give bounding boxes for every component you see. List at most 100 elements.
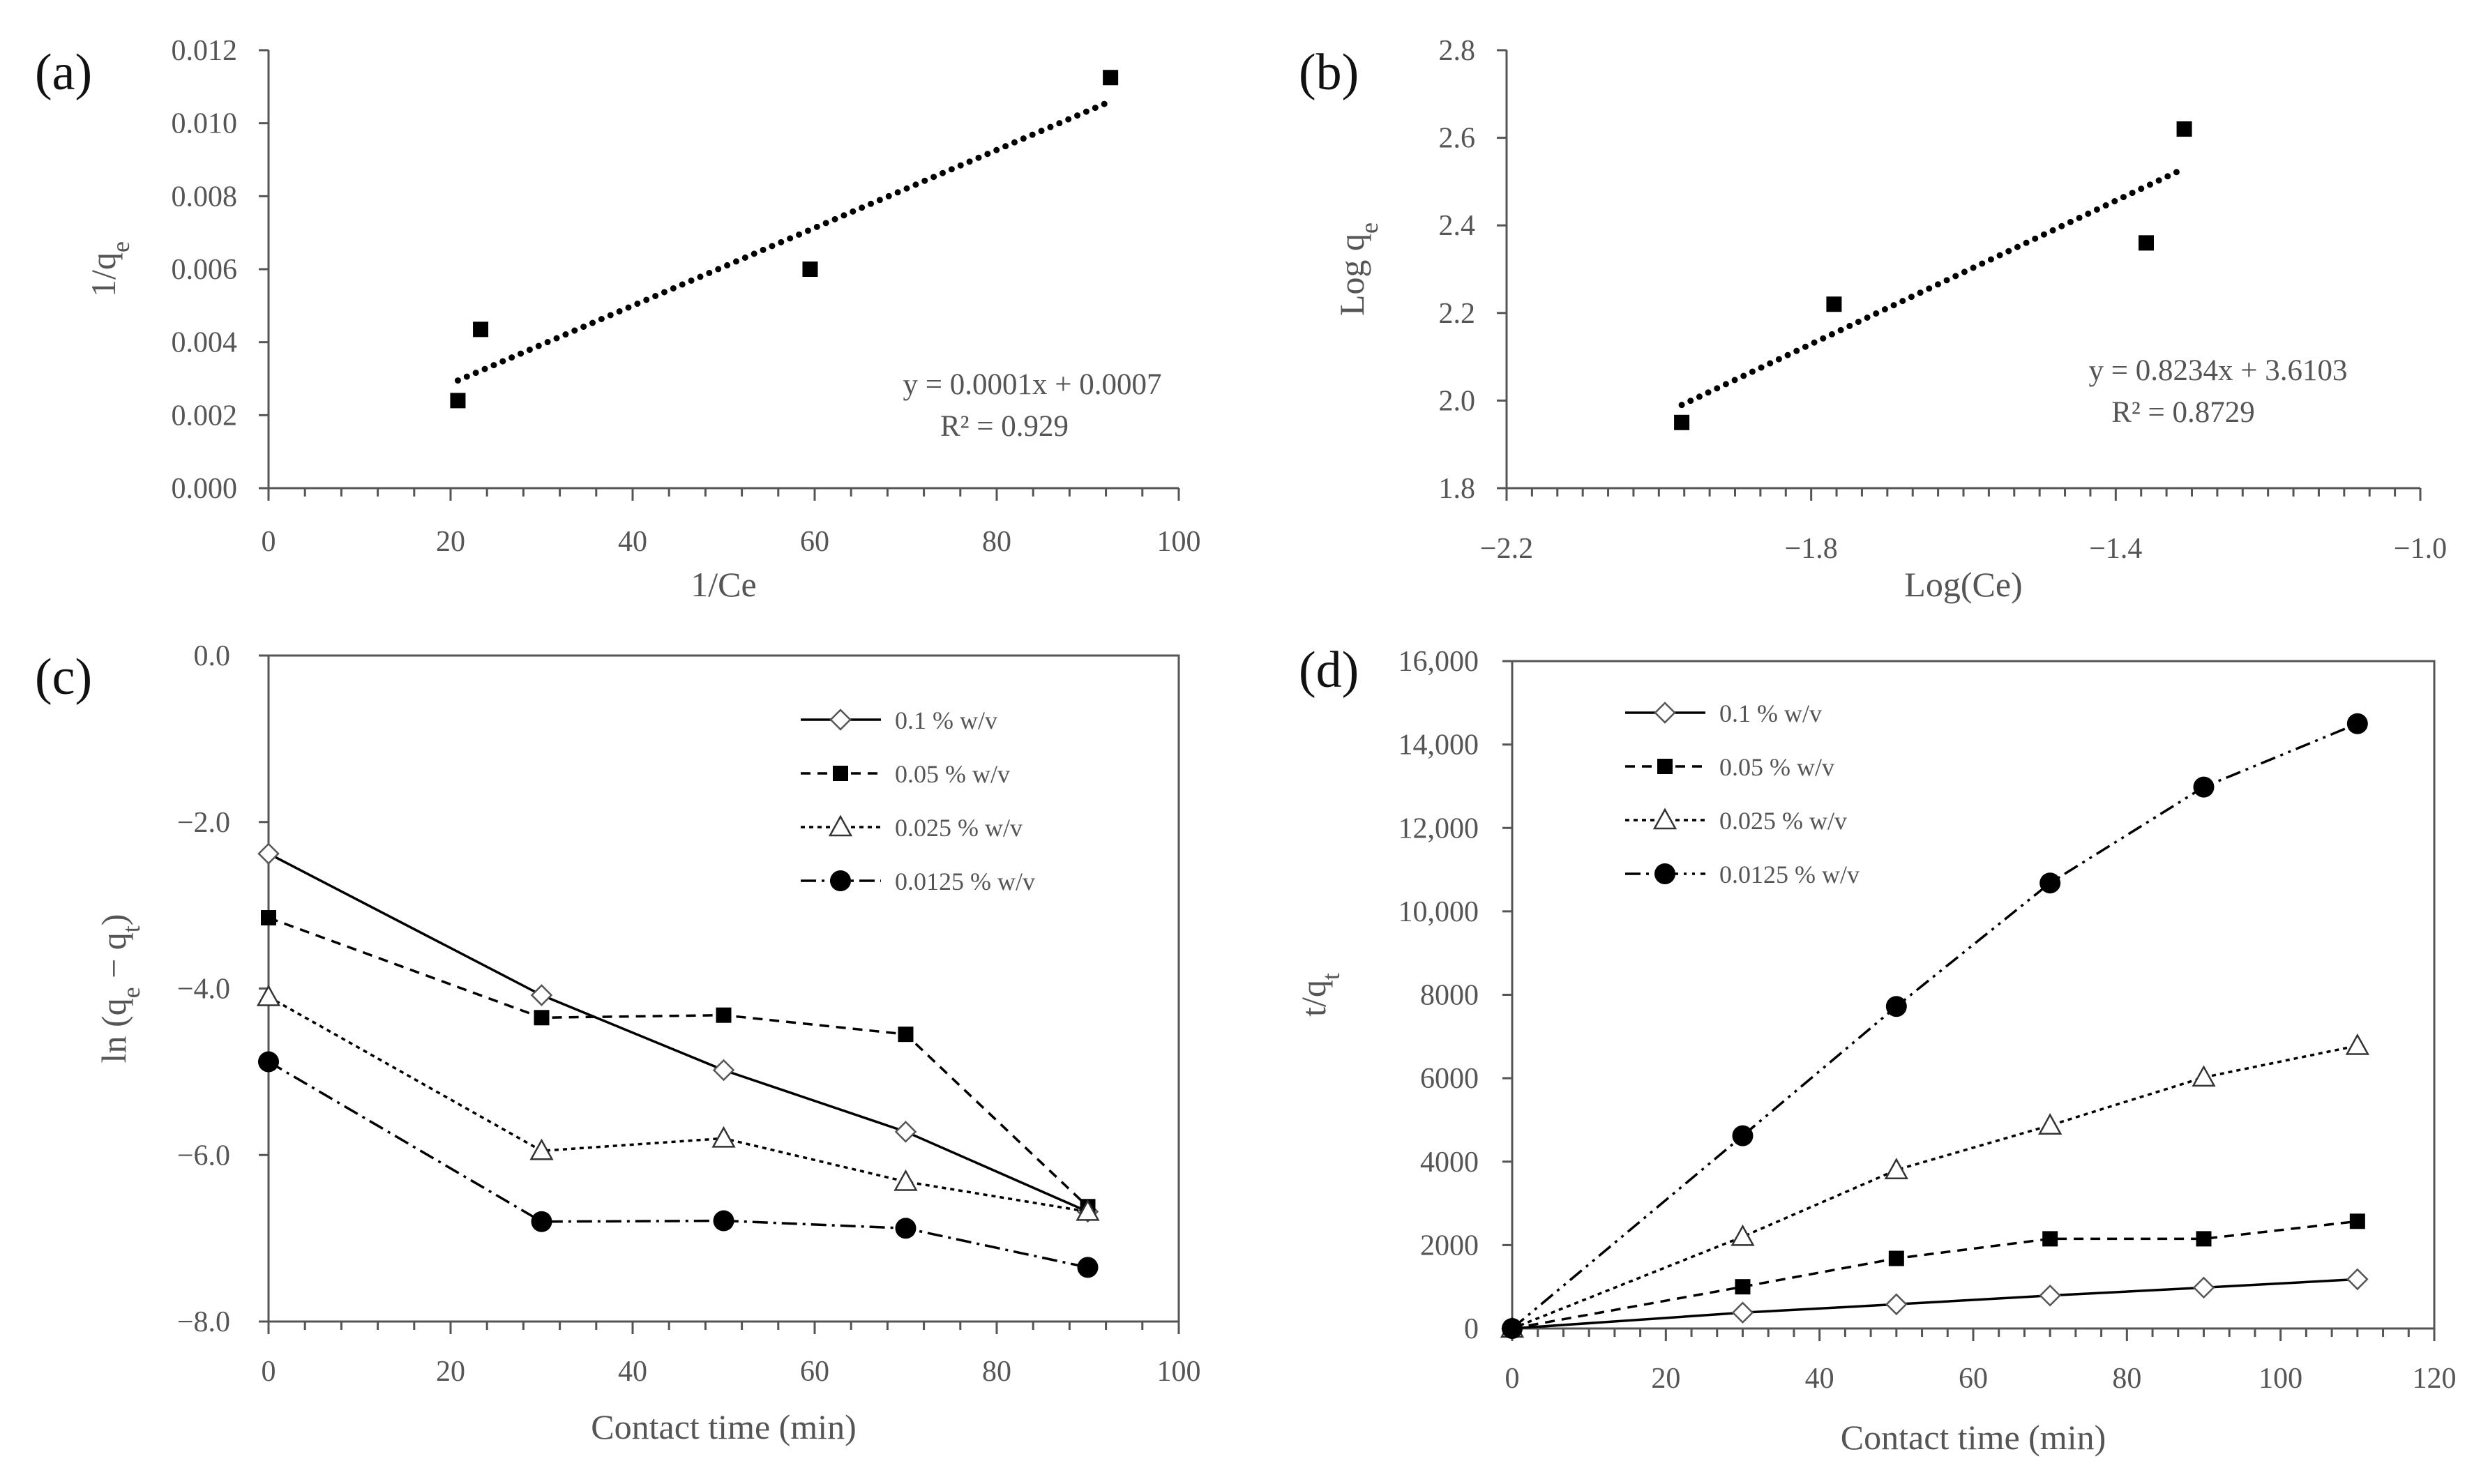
series-3-point <box>711 1126 736 1148</box>
data-point <box>1826 296 1842 312</box>
series-2-point <box>1888 1250 1904 1266</box>
data-point <box>450 393 466 409</box>
series-2-point <box>261 910 276 926</box>
y-tick-label: 0.0 <box>194 640 231 672</box>
y-tick-label: 16,000 <box>1398 646 1479 678</box>
x-tick-label: 20 <box>436 1356 465 1388</box>
data-point <box>1103 70 1119 86</box>
y-axis-label: t/qt <box>1294 973 1345 1017</box>
series-1-point <box>1885 1293 1908 1316</box>
x-tick-label: 100 <box>1157 526 1201 558</box>
series-line-1 <box>1511 1278 2358 1330</box>
x-tick-label: 60 <box>800 526 829 558</box>
x-axis-label: 1/Ce <box>691 565 756 604</box>
y-tick-label: 0.010 <box>172 108 238 140</box>
series-3-point <box>1730 1224 1755 1246</box>
y-tick-label: 10,000 <box>1398 896 1479 928</box>
series-3-point <box>529 1138 554 1160</box>
series-line-2 <box>1511 1220 2358 1330</box>
series-4-point <box>2193 776 2215 798</box>
series-3-point <box>2192 1065 2216 1087</box>
x-tick-label: 20 <box>1651 1363 1680 1395</box>
y-axis-label: 1/qe <box>84 241 135 297</box>
series-2-point <box>2042 1231 2058 1247</box>
x-axis-label: Contact time (min) <box>591 1407 856 1446</box>
panel-label: (b) <box>1299 44 1359 101</box>
y-tick-label: −8.0 <box>177 1306 230 1338</box>
y-tick-label: 8000 <box>1420 980 1479 1012</box>
legend-label: 0.1 % w/v <box>1719 699 1822 727</box>
y-tick-label: 12,000 <box>1398 812 1479 845</box>
data-point <box>802 262 818 277</box>
y-tick-label: 0 <box>1464 1313 1479 1345</box>
x-tick-label: 40 <box>618 526 647 558</box>
y-tick-label: 4000 <box>1420 1146 1479 1179</box>
series-4-point <box>1885 996 1907 1017</box>
x-tick-label: 0 <box>262 1356 276 1388</box>
chart-panel-b: (b) 1.8 2.0 2.2 2.4 2.6 2.8 −2.2 −1.8 −1.4 −1.0 Log… <box>1299 35 2447 604</box>
series-1-point <box>257 842 280 865</box>
y-tick-label: 0.000 <box>172 473 238 505</box>
x-tick-label: −1.0 <box>2394 533 2447 565</box>
r-squared: R² = 0.8729 <box>2111 396 2255 429</box>
series-1-point <box>894 1121 917 1143</box>
data-point <box>2176 121 2192 137</box>
series-4-point <box>2039 872 2061 894</box>
series-1-point <box>2192 1276 2215 1299</box>
x-tick-label: 40 <box>618 1356 647 1388</box>
y-tick-label: 14,000 <box>1398 729 1479 762</box>
x-tick-label: 80 <box>982 526 1011 558</box>
x-tick-label: 100 <box>1157 1356 1201 1388</box>
series-3-point <box>2345 1033 2369 1055</box>
legend-marker <box>828 815 853 837</box>
series-2-point <box>898 1027 914 1043</box>
series-2-point <box>2349 1213 2365 1229</box>
series-2-point <box>716 1007 732 1023</box>
legend-label: 0.0125 % w/v <box>895 868 1035 895</box>
legend-marker <box>829 709 852 731</box>
y-tick-label: −2.0 <box>177 807 230 839</box>
x-tick-label: 0 <box>262 526 276 558</box>
legend-label: 0.025 % w/v <box>1719 807 1847 835</box>
legend-marker <box>1654 702 1676 724</box>
series-1-point <box>712 1059 735 1082</box>
y-tick-label: 0.004 <box>172 327 238 359</box>
y-tick-label: 0.012 <box>172 35 238 67</box>
series-3-point <box>1076 1199 1100 1221</box>
y-tick-label: 2.8 <box>1439 35 1476 67</box>
x-tick-label: −1.4 <box>2089 533 2142 565</box>
series-line-4 <box>268 1061 1088 1269</box>
x-tick-label: 100 <box>2258 1363 2302 1395</box>
chart-panel-a: (a) 0.000 0.002 0.004 0.006 0.008 0.010 0.012 0 2… <box>35 35 1201 604</box>
series-2-point <box>534 1010 550 1026</box>
r-squared: R² = 0.929 <box>940 410 1069 443</box>
x-tick-label: 120 <box>2413 1363 2457 1395</box>
series-2-point <box>1735 1279 1751 1295</box>
y-tick-label: 2.0 <box>1439 385 1476 417</box>
x-tick-label: −1.8 <box>1785 533 1838 565</box>
series-line-3 <box>1511 1044 2358 1330</box>
chart-panel-c: (c) −8.0 −6.0 −4.0 −2.0 0.0 0 20 40 60 80 100 Contac… <box>35 640 1201 1446</box>
data-point <box>1674 414 1690 430</box>
x-tick-label: 40 <box>1805 1363 1834 1395</box>
y-tick-label: 0.006 <box>172 254 238 286</box>
series-1-point <box>2346 1268 2369 1291</box>
series-4-point <box>1502 1318 1523 1339</box>
series-3-point <box>893 1169 918 1191</box>
panel-label: (a) <box>35 44 92 101</box>
series-line-3 <box>268 995 1088 1213</box>
series-4-point <box>258 1051 279 1073</box>
y-axis-label: ln (qe − qt) <box>94 914 145 1063</box>
x-axis-label: Log(Ce) <box>1904 565 2022 604</box>
series-4-point <box>531 1211 552 1232</box>
trend-equation: y = 0.0001x + 0.0007 <box>903 368 1161 401</box>
y-tick-label: −6.0 <box>177 1140 230 1172</box>
panel-label: (d) <box>1299 642 1359 699</box>
legend-marker <box>830 870 851 891</box>
legend-label: 0.0125 % w/v <box>1719 861 1860 888</box>
series-line-2 <box>268 916 1089 1208</box>
legend-marker <box>1654 863 1675 884</box>
series-1-point <box>1731 1301 1754 1324</box>
data-point <box>473 321 489 338</box>
panel-label: (c) <box>35 649 92 706</box>
